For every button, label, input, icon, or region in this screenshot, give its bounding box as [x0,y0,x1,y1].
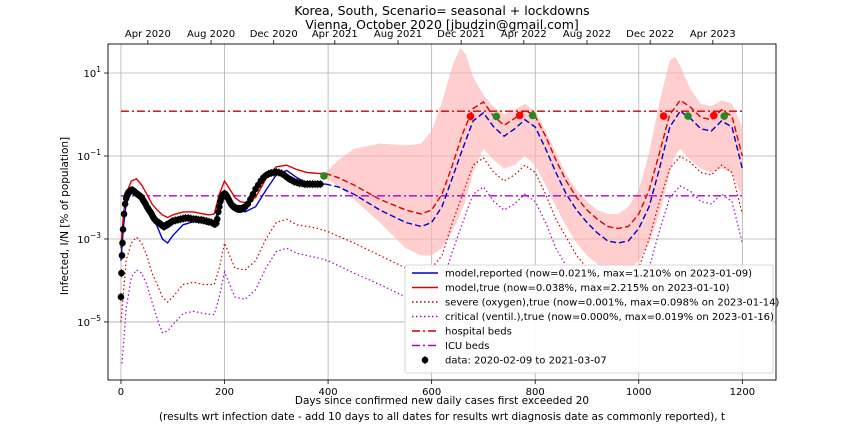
data-point [247,196,254,203]
top-tick-label: Dec 2021 [437,29,485,40]
threshold-marker [659,112,668,120]
legend-entry: critical (ventil.),true (now=0.000%, max… [445,312,774,323]
plot-area [117,48,743,364]
legend-entry: severe (oxygen),true (now=0.001%, max=0.… [445,298,779,309]
threshold-marker [710,111,718,120]
y-tick-label: 101 [83,65,101,80]
uncertainty-band [325,48,743,274]
series-line-5 [121,185,743,364]
threshold-marker [720,112,729,120]
threshold-marker [320,172,328,180]
top-tick-label: Aug 2022 [563,29,611,40]
legend-entry: ICU beds [445,341,490,352]
top-tick-label: Apr 2022 [501,29,547,40]
y-axis-label: Infected, I/N [% of population] [59,137,71,295]
legend: model,reported (now=0.021%, max=1.210% o… [404,264,779,374]
y-tick-label: 10−5 [77,314,101,329]
top-tick-label: Apr 2021 [312,29,358,40]
chart-subtitle: Vienna, October 2020 [jbudzin@gmail.com] [305,17,579,32]
threshold-marker [466,112,475,121]
legend-entry: data: 2020-02-09 to 2021-03-07 [445,356,607,367]
data-point [118,269,125,277]
plot-frame [107,43,777,381]
x-tick-label: 600 [422,387,441,398]
series-line-3 [325,99,743,230]
top-tick-label: Apr 2020 [125,29,171,40]
data-point [121,200,129,208]
x-tick-label: 800 [526,387,545,398]
legend-entry: hospital beds [445,327,512,338]
data-point [249,190,257,198]
data-point [120,210,128,218]
top-tick-label: Dec 2022 [626,29,674,40]
y-tick-label: 10−3 [77,231,101,246]
top-tick-label: Aug 2020 [187,29,235,40]
top-tick-label: Apr 2023 [690,29,736,40]
top-tick-label: Aug 2021 [374,29,422,40]
data-point [117,293,125,301]
series-line-4 [120,155,743,322]
x-axis-label: Days since confirmed new daily cases fir… [295,395,589,407]
threshold-marker [684,112,692,120]
chart-title: Korea, South, Scenario= seasonal + lockd… [294,3,589,18]
data-point [317,180,324,188]
top-tick-label: Dec 2020 [250,29,298,40]
legend-entry: model,reported (now=0.021%, max=1.210% o… [445,269,752,280]
x-tick-label: 1200 [730,387,755,398]
data-point [119,239,126,247]
x-tick-label: 200 [215,387,234,398]
x-axis-sublabel: (results wrt infection date - add 10 day… [159,411,725,423]
threshold-marker [515,111,524,120]
legend-swatch [421,356,429,364]
data-point [216,203,223,210]
data-point [214,208,222,216]
series-line-1 [325,110,743,244]
threshold-marker [492,112,501,121]
x-tick-label: 400 [319,387,338,398]
legend-box [404,264,774,374]
data-point [119,226,127,233]
x-tick-label: 0 [118,387,124,398]
data-point [118,252,126,259]
legend-entry: model,true (now=0.038%, max=2.215% on 20… [445,283,730,294]
threshold-marker [528,111,537,120]
y-tick-label: 10−1 [77,148,101,163]
data-point [213,215,221,223]
x-tick-label: 1000 [626,387,651,398]
series-line-2 [120,164,326,249]
